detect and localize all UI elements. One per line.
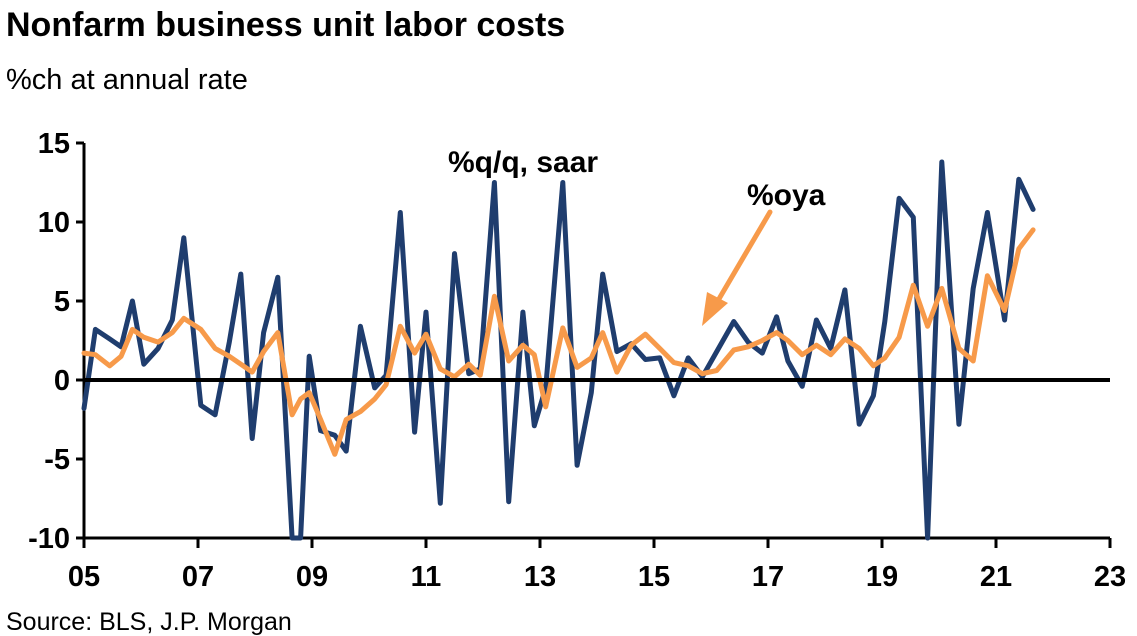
plot-area: 15 10 5 0 -5 -10 05 07 09 11 13 15 17 19 21 23 bbox=[28, 128, 1126, 593]
series-lines bbox=[81, 159, 1036, 541]
series-label-qq: %q/q, saar bbox=[448, 146, 598, 179]
chart-source: Source: BLS, J.P. Morgan bbox=[6, 608, 292, 636]
x-tick-label: 21 bbox=[980, 561, 1012, 593]
x-tick-label: 09 bbox=[296, 561, 328, 593]
x-tick-label: 15 bbox=[638, 561, 670, 593]
chart-title: Nonfarm business unit labor costs bbox=[6, 6, 565, 44]
x-tick-label: 13 bbox=[524, 561, 556, 593]
y-tick-label: 0 bbox=[54, 365, 70, 397]
y-axis-ticks: 15 10 5 0 -5 -10 bbox=[28, 128, 84, 555]
oya-arrow bbox=[702, 209, 773, 326]
x-tick-label: 17 bbox=[752, 561, 784, 593]
x-axis-ticks: 05 07 09 11 13 15 17 19 21 23 bbox=[68, 538, 1126, 593]
chart-subtitle: %ch at annual rate bbox=[6, 64, 248, 96]
x-tick-label: 05 bbox=[68, 561, 100, 593]
y-tick-label: 10 bbox=[38, 207, 70, 239]
series-label-oya: %oya bbox=[747, 179, 826, 212]
x-tick-label: 07 bbox=[182, 561, 214, 593]
series-line-0 bbox=[81, 159, 1036, 541]
series-line-1 bbox=[81, 227, 1036, 457]
y-tick-label: 15 bbox=[38, 128, 70, 160]
y-tick-label: 5 bbox=[54, 286, 70, 318]
x-tick-label: 19 bbox=[866, 561, 898, 593]
y-tick-label: -5 bbox=[44, 444, 70, 476]
x-tick-label: 23 bbox=[1094, 561, 1126, 593]
y-tick-label: -10 bbox=[28, 523, 70, 555]
x-tick-label: 11 bbox=[411, 561, 442, 593]
